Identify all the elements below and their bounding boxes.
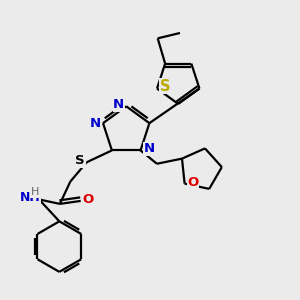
- Text: O: O: [82, 193, 94, 206]
- Text: N: N: [113, 98, 124, 111]
- Text: S: S: [75, 154, 85, 167]
- Text: N: N: [90, 117, 101, 130]
- Text: S: S: [160, 79, 171, 94]
- Text: O: O: [187, 176, 199, 189]
- Text: NH: NH: [20, 190, 40, 204]
- Text: N: N: [143, 142, 155, 155]
- Text: H: H: [31, 187, 39, 197]
